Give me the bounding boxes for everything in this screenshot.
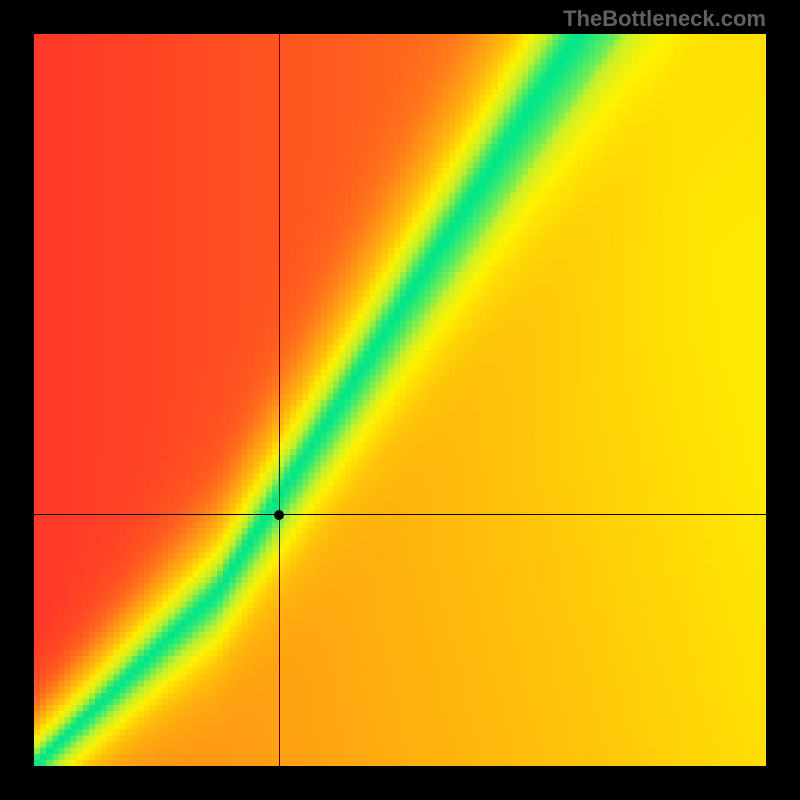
crosshair-horizontal — [34, 514, 766, 515]
crosshair-vertical — [279, 34, 280, 766]
bottleneck-heatmap — [34, 34, 766, 766]
watermark-text: TheBottleneck.com — [563, 6, 766, 32]
